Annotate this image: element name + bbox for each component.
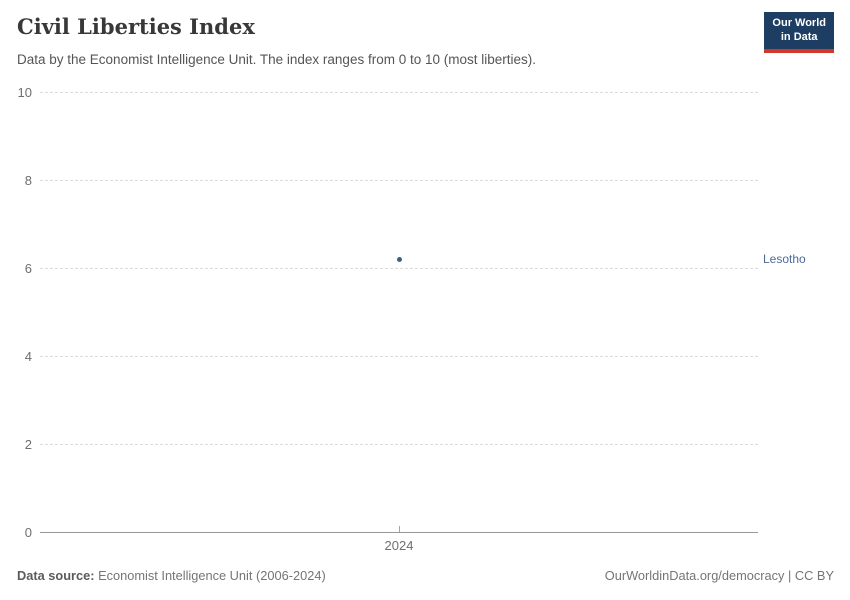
chart-subtitle: Data by the Economist Intelligence Unit.… — [17, 52, 536, 67]
y-tick-label: 0 — [24, 524, 32, 540]
gridline — [40, 268, 758, 269]
data-point-lesotho[interactable] — [396, 256, 402, 262]
gridline — [40, 92, 758, 93]
owid-logo-line2: in Data — [780, 30, 818, 43]
chart-title: Civil Liberties Index — [17, 14, 255, 39]
entity-label-lesotho[interactable]: Lesotho — [763, 252, 806, 267]
x-tick-mark — [399, 526, 400, 532]
y-tick-label: 6 — [24, 260, 32, 276]
gridline — [40, 444, 758, 445]
owid-logo-line1: Our World — [772, 17, 826, 29]
data-source-text: Economist Intelligence Unit (2006-2024) — [94, 568, 326, 583]
y-tick-label: 8 — [24, 172, 32, 188]
owid-logo[interactable]: Our World in Data — [764, 12, 834, 53]
y-tick-label: 4 — [24, 348, 32, 364]
data-source-note: Data source: Economist Intelligence Unit… — [17, 568, 326, 583]
y-tick-label: 2 — [24, 436, 32, 452]
chart-footer: Data source: Economist Intelligence Unit… — [17, 568, 834, 583]
data-source-label: Data source: — [17, 568, 95, 583]
gridline — [40, 180, 758, 181]
license-link[interactable]: OurWorldinData.org/democracy | CC BY — [604, 568, 834, 583]
y-tick-label: 10 — [17, 84, 32, 100]
x-axis-line — [40, 532, 758, 533]
gridline — [40, 356, 758, 357]
x-tick-label: 2024 — [384, 538, 414, 553]
